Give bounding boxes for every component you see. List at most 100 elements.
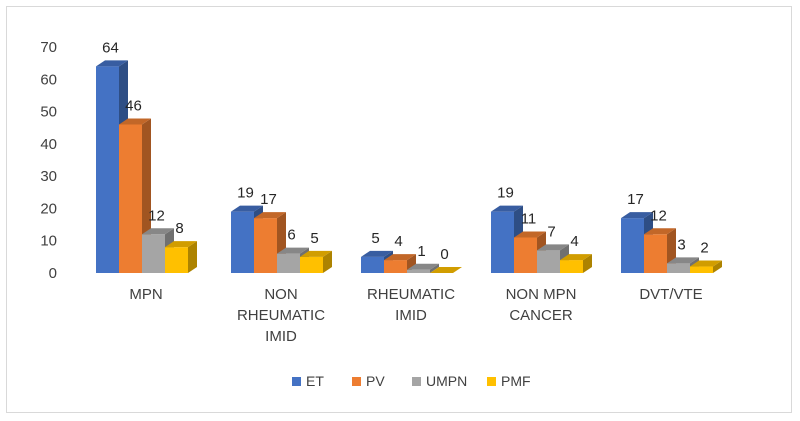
bar-front (491, 211, 514, 273)
data-label: 0 (440, 246, 448, 263)
chart-frame: 0 10 20 30 40 50 60 70 64 46 12 8 19 17 6 5 5 4 1 0 19 11 7 4 1… (6, 6, 792, 413)
bar-front (300, 256, 323, 273)
bar-top (514, 231, 546, 238)
data-label: 7 (547, 223, 555, 240)
legend-swatch (487, 377, 496, 386)
bar-top (300, 250, 332, 257)
bar-top (119, 118, 151, 125)
category-label: DVT/VTE (639, 286, 702, 303)
bar-front (254, 218, 277, 273)
data-label: 5 (371, 230, 379, 247)
bar-top (667, 257, 699, 264)
y-tick-label: 70 (40, 39, 57, 56)
bar-front (621, 218, 644, 273)
data-label: 12 (650, 207, 667, 224)
bar-top (254, 212, 286, 219)
data-label: 2 (700, 240, 708, 257)
bar-top (560, 254, 592, 261)
bar-front (407, 269, 430, 273)
bar-top (384, 254, 416, 261)
legend: ET PV UMPN PMF (292, 373, 531, 389)
bar-front (690, 266, 713, 273)
legend-item: ET (292, 373, 324, 389)
bar-top (165, 241, 197, 248)
bar-top (537, 244, 569, 251)
bar (300, 250, 332, 273)
data-label: 46 (125, 97, 142, 114)
legend-label: PMF (501, 373, 531, 389)
bar (690, 260, 722, 273)
legend-swatch (292, 377, 301, 386)
bar-top (491, 205, 523, 212)
bar-front (644, 234, 667, 273)
legend-swatch (352, 377, 361, 386)
data-label: 5 (310, 230, 318, 247)
y-tick-label: 10 (40, 233, 57, 250)
bar-front (142, 234, 165, 273)
bar-top (621, 212, 653, 219)
bar (644, 228, 676, 273)
y-tick-label: 0 (49, 265, 57, 282)
bar-side (323, 250, 332, 273)
category-label: MPN (129, 286, 162, 303)
legend-swatch (412, 377, 421, 386)
y-tick-label: 20 (40, 200, 57, 217)
bar-top (430, 267, 462, 273)
data-label: 19 (497, 185, 514, 202)
bar-side (430, 263, 439, 273)
legend-item: PMF (487, 373, 531, 389)
bar-front (165, 247, 188, 273)
bar-top (644, 228, 676, 235)
category-label: RHEUMATIC IMID (367, 286, 455, 324)
bar-front (667, 263, 690, 273)
data-label: 1 (417, 243, 425, 260)
data-label: 4 (394, 233, 402, 250)
bar-top (231, 205, 263, 212)
bar-front (384, 260, 407, 273)
data-label: 8 (175, 220, 183, 237)
data-label: 64 (102, 39, 119, 56)
bar-side (583, 254, 592, 273)
bar-top (277, 247, 309, 254)
bar-front (119, 124, 142, 273)
bar-top (96, 60, 128, 67)
y-tick-label: 50 (40, 104, 57, 121)
bar-front (537, 250, 560, 273)
bar-side (188, 241, 197, 273)
y-tick-label: 60 (40, 71, 57, 88)
bar-front (560, 260, 583, 273)
y-tick-label: 30 (40, 168, 57, 185)
bar-top (407, 263, 439, 270)
legend-label: ET (306, 373, 324, 389)
bar-top (142, 228, 174, 235)
bar (165, 241, 197, 273)
bar-front (96, 66, 119, 273)
data-label: 19 (237, 185, 254, 202)
legend-item: UMPN (412, 373, 467, 389)
bar-top (690, 260, 722, 267)
data-label: 17 (260, 191, 277, 208)
data-label: 4 (570, 233, 578, 250)
legend-label: PV (366, 373, 385, 389)
bar-top (361, 250, 393, 257)
y-tick-label: 40 (40, 136, 57, 153)
bar (537, 244, 569, 273)
data-label: 17 (627, 191, 644, 208)
bar-front (231, 211, 254, 273)
data-label: 12 (148, 207, 165, 224)
category-labels: MPN NON RHEUMATIC IMID RHEUMATIC IMID NON MPN C… (129, 286, 702, 345)
category-label: NON MPN CANCER (506, 286, 577, 324)
bar-front (361, 256, 384, 273)
category-label: NON RHEUMATIC IMID (237, 286, 325, 345)
bars (96, 60, 722, 273)
data-label: 3 (677, 236, 685, 253)
bar (430, 267, 462, 273)
data-label: 11 (521, 210, 537, 227)
legend-label: UMPN (426, 373, 467, 389)
bar (560, 254, 592, 273)
bar-side (713, 260, 722, 273)
data-label: 6 (287, 227, 295, 244)
bar-front (277, 253, 300, 273)
